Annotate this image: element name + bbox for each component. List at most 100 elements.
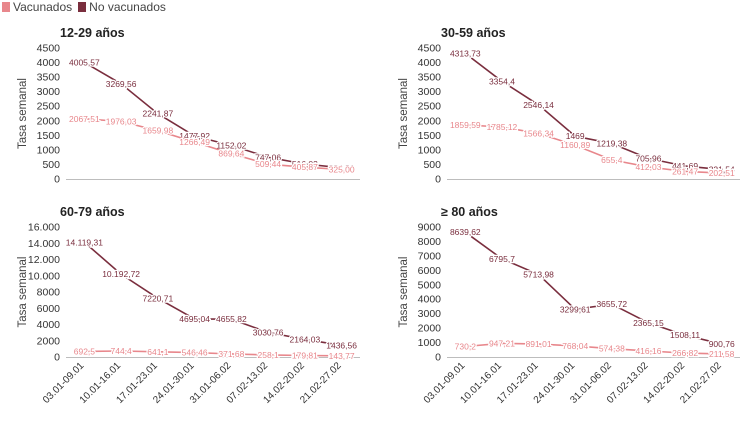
y-tick-label: 2000 [418,115,442,127]
y-tick-label: 3000 [418,308,442,320]
chart-title: 60-79 años [60,205,125,219]
data-point [156,129,160,132]
data-point [610,302,614,306]
data-label: 730,2 [455,341,477,351]
series-line-vacunados [84,350,342,357]
y-tick-label: 8000 [37,287,61,299]
data-label: 509,44 [255,159,281,169]
data-point [464,230,467,234]
data-label: 416,16 [635,346,661,356]
data-label: 641,1 [147,347,169,357]
data-point [303,165,307,169]
data-point [303,162,307,166]
data-point [464,345,467,348]
data-label: 1566,34 [523,128,554,138]
y-axis-label: Tasa semanal [17,78,29,149]
y-tick-label: 1000 [418,144,442,156]
chart-title: 30-59 años [441,26,506,40]
y-tick-label: 9000 [418,222,442,234]
data-point [303,338,307,341]
legend-swatch-vacunados [2,2,10,12]
y-tick-label: 4000 [37,57,61,69]
data-label: 412,03 [635,162,661,172]
data-label: 2365,15 [633,318,664,328]
data-label: 1469 [566,131,585,141]
data-label: 10.192,72 [102,269,140,279]
y-tick-label: 1000 [418,337,442,349]
data-label: 574,38 [599,344,625,354]
y-tick-label: 3000 [37,86,61,98]
series-line-no-vacunados [83,241,342,347]
data-point [266,331,270,334]
data-point [193,317,196,321]
data-label: 1152,02 [216,140,246,150]
data-point [647,165,650,169]
y-tick-label: 2000 [418,323,442,335]
data-point [83,240,86,244]
data-point [119,272,123,276]
data-point [230,317,233,321]
data-label: 202,51 [709,168,735,178]
data-label: 258,1 [257,350,279,360]
y-tick-label: 7000 [418,250,442,262]
data-point [720,171,723,175]
data-label: 2546,14 [523,100,554,110]
data-point [464,123,467,127]
data-point [573,143,577,147]
data-point [500,125,504,129]
data-label: 211,58 [709,349,735,359]
data-label: 4313,73 [450,48,481,58]
y-axis-label: Tasa semanal [17,257,29,328]
data-point [610,158,614,162]
y-tick-label: 0 [435,352,441,364]
data-label: 1859,59 [450,120,481,130]
y-tick-label: 0 [54,352,60,364]
y-axis-label: Tasa semanal [398,257,410,328]
data-point [537,103,540,107]
y-tick-label: 1500 [37,130,61,142]
y-tick-label: 4000 [37,319,61,331]
data-point [683,333,687,337]
data-label: 143,77 [329,351,355,361]
data-point [537,342,540,346]
data-point [464,52,467,55]
legend-item-no-vacunados: No vacunados [78,0,166,14]
y-tick-label: 0 [435,174,441,186]
data-label: 371,68 [218,349,244,359]
data-label: 546,46 [182,348,208,358]
data-label: 692,5 [74,346,96,356]
data-point [83,350,86,353]
data-point [340,354,343,358]
legend-label-no-vacunados: No vacunados [89,0,166,14]
data-label: 1436,56 [326,340,357,350]
chart-panel-3: ≥ 80 años Tasa semanal 0 1000 2000 3000 4000 50… [398,205,740,406]
y-tick-label: 4000 [418,294,442,306]
data-label: 7220,71 [143,293,174,303]
legend: Vacunados No vacunados [2,0,172,14]
y-tick-label: 12.000 [28,254,60,266]
data-label: 4005,57 [69,57,100,67]
data-label: 705,96 [635,153,661,163]
y-tick-label: 6000 [418,265,442,277]
data-point [573,344,577,348]
legend-item-vacunados: Vacunados [2,0,72,14]
chart-panel-2: 60-79 años Tasa semanal 0 2000 4000 6000 8000 1… [17,205,360,406]
data-label: 1976,03 [106,116,137,126]
data-label: 1659,98 [143,126,174,136]
y-tick-label: 4500 [37,43,61,55]
data-point [573,134,577,138]
data-point [647,349,650,353]
data-point [610,142,614,145]
data-point [193,134,196,138]
chart-panel-0: 12-29 años Tasa semanal 0 500 1000 1500 2000 25… [17,26,360,186]
y-tick-label: 3000 [418,86,442,98]
data-label: 325,00 [329,165,355,175]
data-point [720,168,723,171]
data-point [500,342,504,345]
y-tick-label: 2000 [37,335,61,347]
data-point [537,132,540,135]
data-point [720,342,723,346]
data-point [230,152,233,155]
y-tick-label: 3500 [418,72,442,84]
